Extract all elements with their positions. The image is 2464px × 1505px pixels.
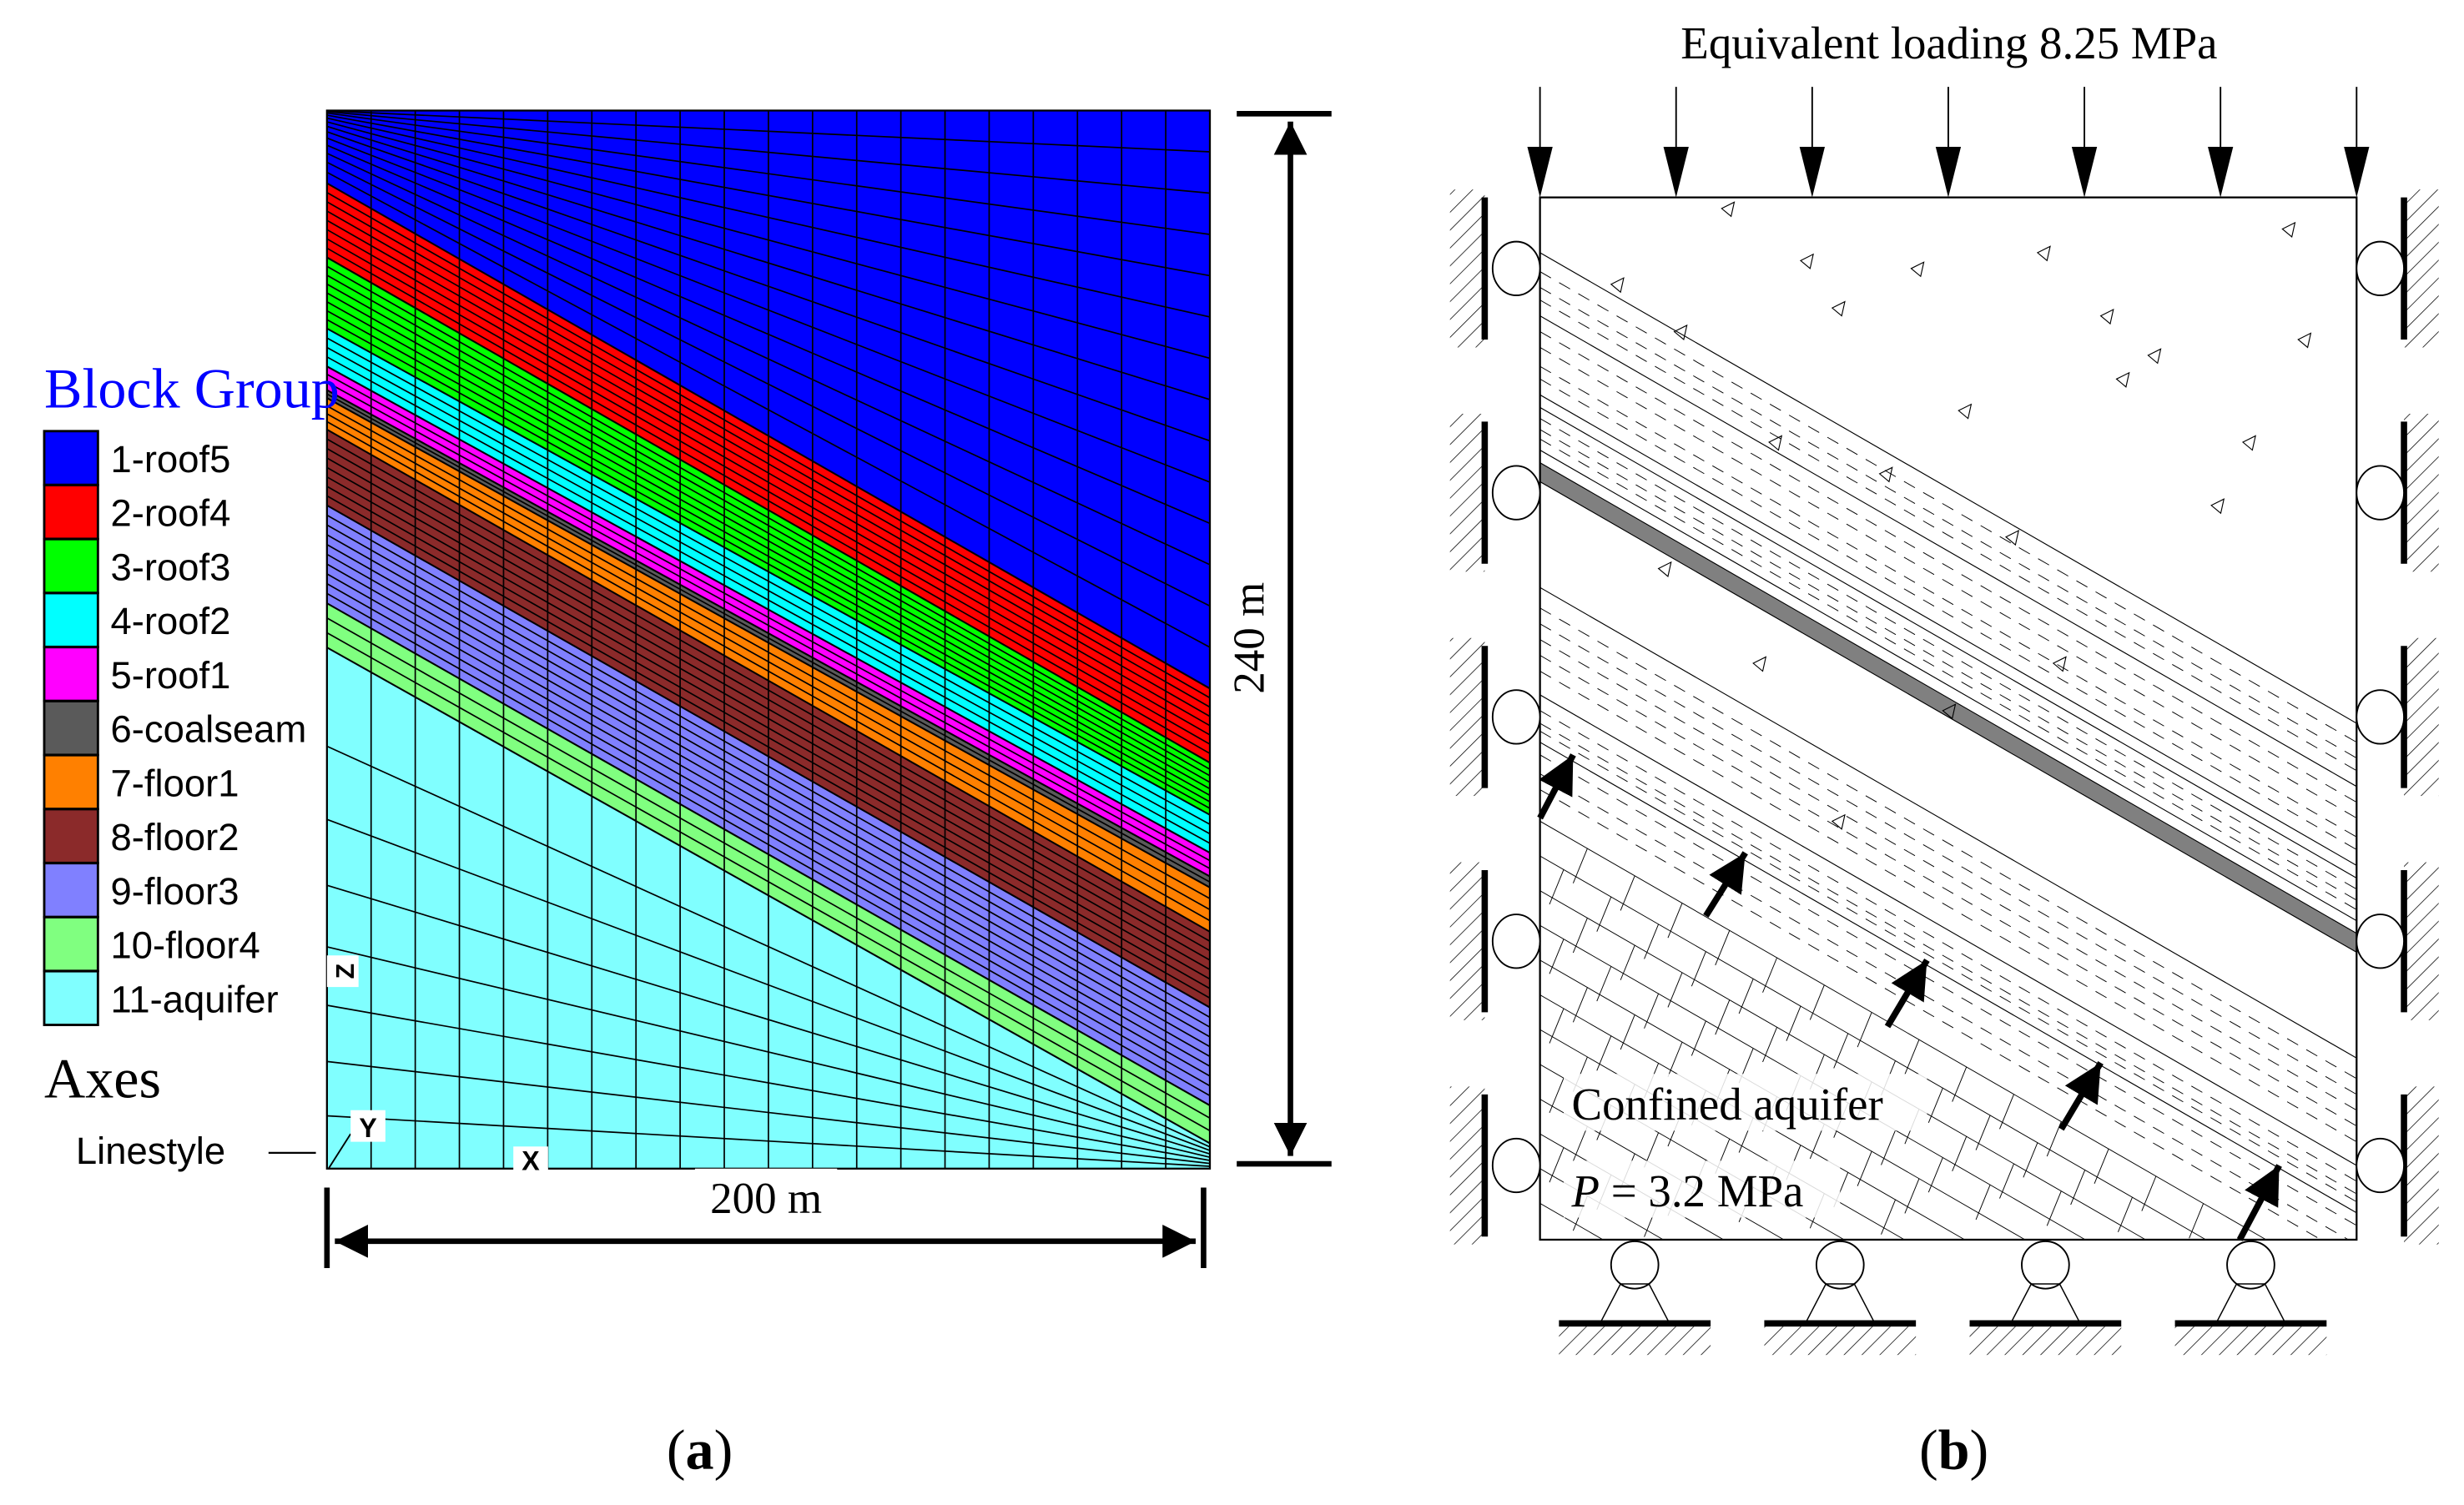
- pressure-label: P = 3.2 MPa: [1570, 1165, 1803, 1216]
- axis-z-label: Z: [332, 964, 360, 979]
- roller-icon: [2356, 1137, 2406, 1194]
- caption-a: (a): [667, 1417, 733, 1481]
- legend-swatch: [43, 646, 99, 702]
- roller-icon: [2356, 240, 2406, 296]
- legend-swatch: [43, 700, 99, 757]
- roller-icon: [1610, 1240, 1660, 1290]
- caption-b: (b): [1919, 1417, 1988, 1481]
- roller-supports: [1449, 189, 2439, 1356]
- roller-icon: [2356, 689, 2406, 745]
- legend-swatch: [43, 537, 99, 595]
- legend: 1-roof5 2-roof4 3-roof3 4-roof2 5-roof1 6-coa…: [43, 430, 307, 1026]
- height-label: 240 m: [1225, 582, 1273, 694]
- roller-icon: [1815, 1240, 1865, 1290]
- legend-label: 3-roof3: [111, 546, 231, 588]
- roller-icon: [2226, 1240, 2275, 1290]
- legend-label: 2-roof4: [111, 492, 231, 535]
- load-arrow: [2344, 147, 2370, 198]
- legend-swatch: [43, 969, 99, 1026]
- legend-swatch: [43, 808, 99, 864]
- roller-icon: [1491, 689, 1541, 745]
- pressure-arrow: [2236, 1164, 2282, 1241]
- width-dimension: 200 m: [324, 1168, 1207, 1269]
- legend-swatch: [43, 753, 99, 810]
- roller-icon: [2356, 914, 2406, 969]
- legend-swatch: [43, 484, 99, 541]
- pressure-arrow: [1703, 851, 1748, 918]
- water-pressure-arrows: [1537, 753, 2282, 1241]
- legend-label: 1-roof5: [111, 438, 231, 481]
- load-arrow: [2071, 147, 2098, 198]
- roller-icon: [1491, 465, 1541, 521]
- legend-label: 9-floor3: [111, 870, 239, 913]
- load-arrows: [1527, 87, 2370, 198]
- axis-x-label: X: [522, 1146, 540, 1176]
- roller-icon: [1491, 240, 1541, 296]
- legend-label: 6-coalseam: [111, 708, 307, 751]
- numerical-mesh: [326, 109, 1211, 1169]
- top-load-label: Equivalent loading 8.25 MPa: [1680, 18, 2217, 68]
- legend-label: 8-floor2: [111, 816, 239, 858]
- load-arrow: [1527, 147, 1553, 198]
- legend-title: Block Group: [44, 356, 340, 420]
- height-dimension: 240 m: [1224, 110, 1332, 1167]
- legend-swatch: [43, 430, 99, 486]
- axis-triad: Z Y X: [326, 955, 548, 1176]
- legend-swatch: [43, 916, 99, 973]
- axes-title: Axes: [44, 1047, 161, 1110]
- legend-swatch: [43, 862, 99, 919]
- load-arrow: [1799, 147, 1825, 198]
- legend-label: 10-floor4: [111, 924, 260, 967]
- roller-icon: [1491, 914, 1541, 969]
- legend-label: 5-roof1: [111, 654, 231, 697]
- pressure-arrow: [1884, 958, 1930, 1029]
- legend-swatch: [43, 591, 99, 648]
- pressure-arrow: [1537, 753, 1576, 820]
- panel-b: Equivalent loading 8.25 MPa Confined aqu…: [1449, 18, 2439, 1481]
- panel-a: Block Group 1-roof5 2-roof4 3-roof3 4-roof2…: [43, 109, 1332, 1481]
- roller-icon: [2021, 1240, 2070, 1290]
- roller-icon: [1491, 1137, 1541, 1194]
- pressure-arrow: [2058, 1061, 2104, 1131]
- strata: [1539, 201, 2357, 1240]
- legend-label: 7-floor1: [111, 762, 239, 804]
- axis-y-label: Y: [359, 1113, 376, 1143]
- load-arrow: [2208, 147, 2234, 198]
- legend-label: 4-roof2: [111, 600, 231, 642]
- legend-label: 11-aquifer: [111, 978, 279, 1020]
- load-arrow: [1663, 147, 1689, 198]
- width-label: 200 m: [710, 1175, 822, 1223]
- roller-icon: [2356, 465, 2406, 521]
- load-arrow: [1935, 147, 1962, 198]
- linestyle-label: Linestyle: [76, 1130, 225, 1172]
- aquifer-label: Confined aquifer: [1571, 1079, 1882, 1130]
